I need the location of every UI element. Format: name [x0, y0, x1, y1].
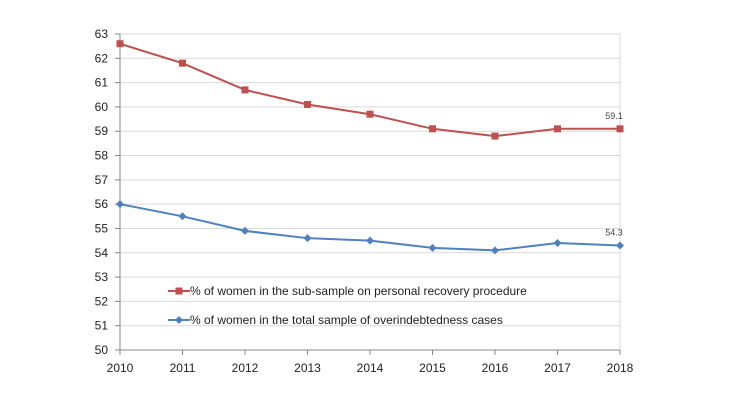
y-tick-label: 55: [95, 221, 109, 235]
data-point: [553, 239, 562, 248]
x-axis-ticks: 2010 2011 2012 2013 2014 2015 2016 2017 2018: [107, 361, 634, 375]
data-point: [241, 86, 249, 94]
data-point: [554, 125, 561, 133]
data-point: [241, 226, 249, 235]
plot-area-border: [119, 33, 621, 351]
data-label: 59.1: [605, 111, 623, 121]
x-tick-label: 2013: [294, 361, 321, 375]
data-point: [366, 236, 374, 245]
data-point: [616, 125, 624, 133]
data-point: [429, 125, 436, 133]
y-tick-label: 59: [95, 124, 109, 138]
x-tick-label: 2016: [482, 361, 509, 375]
x-tick-label: 2011: [170, 361, 196, 375]
y-tick-label: 57: [95, 173, 109, 187]
data-point: [178, 212, 187, 221]
data-point: [491, 246, 499, 255]
y-axis-ticks: 50 51 52 53 54 55 56 57 58 59 60 61 62 63: [95, 27, 109, 357]
series-1: 59.1: [116, 40, 624, 140]
data-label: 54.3: [605, 227, 623, 237]
series-line: [119, 42, 620, 138]
legend-label: % of women in the total sample of overin…: [190, 313, 503, 327]
x-tick-label: 2014: [357, 361, 384, 375]
y-tick-label: 56: [95, 197, 109, 211]
y-tick-label: 60: [95, 100, 109, 114]
legend-marker: [175, 316, 183, 324]
data-point: [616, 241, 624, 250]
y-tick-label: 52: [95, 294, 109, 308]
y-tick-label: 61: [95, 76, 109, 90]
axes: [115, 33, 621, 355]
series-2: 54.3: [116, 200, 624, 255]
y-tick-label: 51: [95, 319, 109, 333]
data-point: [366, 110, 374, 118]
data-point: [116, 200, 124, 209]
y-tick-label: 50: [95, 343, 109, 357]
data-point: [304, 100, 311, 108]
y-tick-label: 63: [95, 27, 109, 41]
series-group: 59.1 54.3: [116, 40, 624, 255]
x-tick-label: 2017: [544, 361, 571, 375]
data-point: [179, 59, 186, 67]
legend-marker: [175, 287, 183, 295]
y-tick-label: 54: [95, 246, 109, 260]
y-tick-label: 53: [95, 270, 109, 284]
x-tick-label: 2012: [232, 361, 259, 375]
data-point: [303, 234, 312, 243]
y-tick-label: 62: [95, 51, 109, 65]
legend-label: % of women in the sub-sample on personal…: [190, 284, 527, 298]
x-tick-label: 2018: [607, 361, 634, 375]
gridlines: [120, 33, 620, 351]
x-tick-label: 2015: [419, 361, 446, 375]
data-point: [491, 132, 499, 140]
data-point: [428, 243, 437, 252]
x-tick-label: 2010: [107, 361, 134, 375]
data-point: [116, 40, 124, 48]
legend: % of women in the sub-sample on personal…: [168, 284, 527, 327]
y-tick-label: 58: [95, 149, 109, 163]
